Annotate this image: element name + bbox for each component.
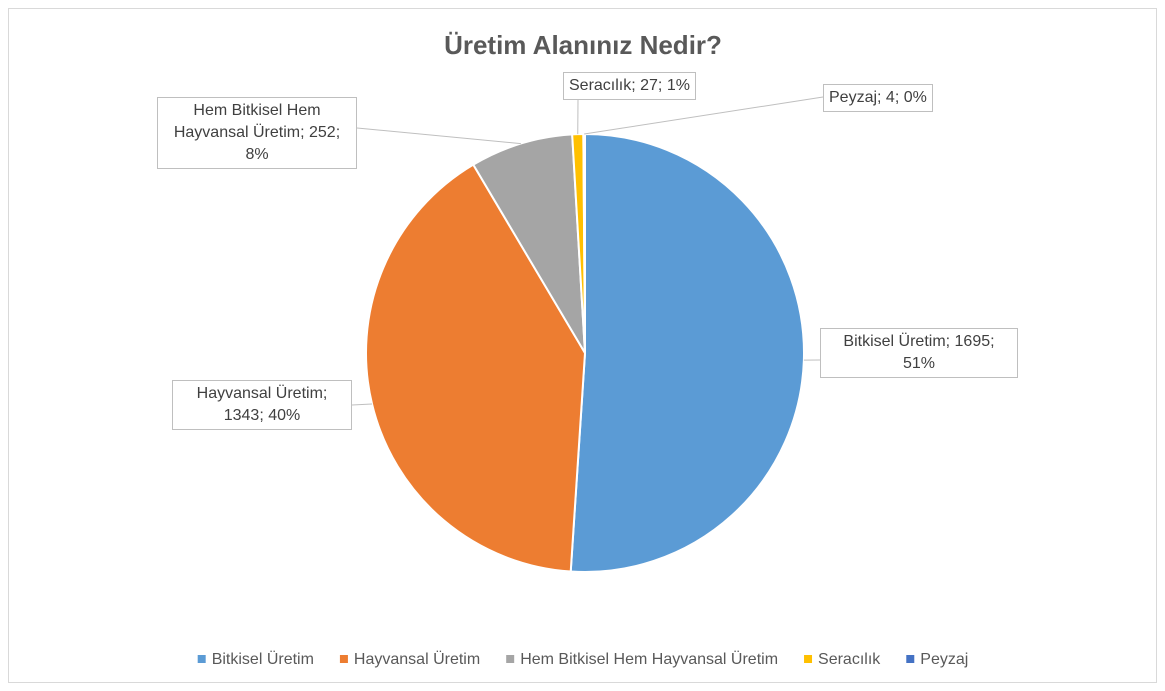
pie-slice <box>569 132 805 573</box>
data-label: Bitkisel Üretim; 1695; 51% <box>820 328 1018 378</box>
legend-label: Hem Bitkisel Hem Hayvansal Üretim <box>520 650 778 668</box>
chart-title: Üretim Alanınız Nedir? <box>444 30 722 60</box>
leader-lines <box>351 96 824 406</box>
legend: Bitkisel Üretim Hayvansal Üretim Hem Bitki… <box>197 650 968 668</box>
legend-label: Peyzaj <box>920 651 968 668</box>
legend-marker <box>197 655 206 663</box>
leader-line <box>351 403 373 406</box>
legend-marker <box>339 655 348 663</box>
slices <box>365 132 805 573</box>
leader-line <box>584 96 824 135</box>
data-label: Hayvansal Üretim; 1343; 40% <box>172 380 352 430</box>
legend-marker <box>506 655 515 663</box>
leader-line <box>356 127 521 145</box>
legend-marker <box>906 655 915 663</box>
legend-label: Seracılık <box>818 651 881 668</box>
data-label: Hem Bitkisel Hem Hayvansal Üretim; 252; … <box>157 97 357 169</box>
pie-slice <box>471 133 586 354</box>
data-label: Seracılık; 27; 1% <box>563 72 696 100</box>
legend-marker <box>804 655 813 663</box>
legend-label: Hayvansal Üretim <box>354 650 480 668</box>
legend-label: Bitkisel Üretim <box>212 650 314 668</box>
data-label: Peyzaj; 4; 0% <box>823 84 933 112</box>
